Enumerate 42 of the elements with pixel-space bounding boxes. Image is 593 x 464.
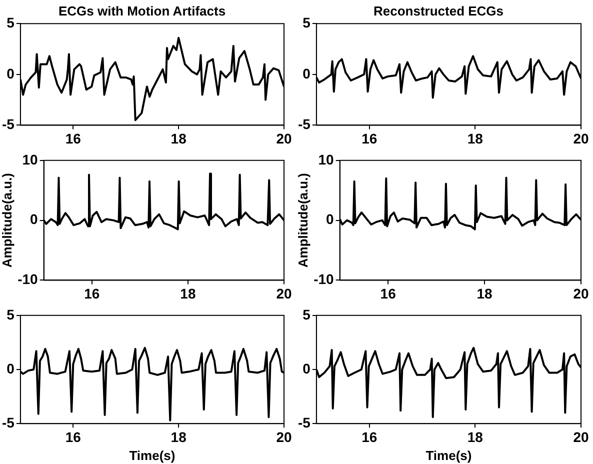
x-tick-label: 16	[362, 130, 378, 146]
y-tick-label: 0	[6, 65, 15, 82]
x-tick-label: 20	[276, 285, 292, 302]
y-tick-label: 5	[302, 14, 311, 30]
x-tick-label: 16	[380, 285, 396, 302]
y-axis-title: Amplitude(a.u.)	[0, 172, 14, 268]
y-tick-label: 0	[302, 65, 311, 82]
y-tick-label: -5	[298, 116, 311, 132]
x-tick-label: 16	[84, 285, 100, 302]
y-tick-label: -5	[2, 414, 15, 430]
x-tick-label: 18	[467, 130, 484, 146]
y-tick-label: 0	[326, 211, 334, 228]
x-tick-label: 16	[362, 428, 378, 445]
x-tick-label: 18	[170, 428, 187, 445]
chart-title: ECGs with Motion Artifacts	[58, 3, 226, 18]
y-tick-label: 10	[22, 151, 38, 168]
y-tick-label: 5	[302, 306, 311, 322]
x-tick-label: 18	[180, 285, 196, 302]
y-tick-label: 10	[318, 151, 334, 168]
x-tick-label: 20	[276, 428, 292, 445]
y-tick-label: -10	[314, 271, 334, 288]
x-tick-label: 20	[573, 285, 589, 302]
y-tick-label: 0	[30, 211, 38, 228]
y-tick-label: 5	[6, 14, 15, 30]
x-tick-label: 18	[170, 130, 187, 146]
y-tick-label: -5	[298, 414, 311, 430]
x-axis-title: Time(s)	[426, 448, 472, 463]
x-tick-label: 18	[467, 428, 484, 445]
chart-title: Reconstructed ECGs	[373, 3, 504, 18]
x-tick-label: 20	[573, 130, 589, 146]
y-tick-label: -5	[2, 116, 15, 132]
x-tick-label: 20	[276, 130, 292, 146]
x-tick-label: 16	[65, 428, 82, 445]
x-tick-label: 20	[573, 428, 589, 445]
y-tick-label: -10	[18, 271, 38, 288]
x-tick-label: 16	[65, 130, 82, 146]
y-tick-label: 5	[6, 306, 15, 322]
x-axis-title: Time(s)	[129, 448, 176, 463]
y-tick-label: 0	[6, 360, 15, 376]
x-tick-label: 18	[476, 285, 493, 302]
y-axis-title: Amplitude(a.u.)	[295, 172, 310, 268]
y-tick-label: 0	[302, 360, 311, 376]
